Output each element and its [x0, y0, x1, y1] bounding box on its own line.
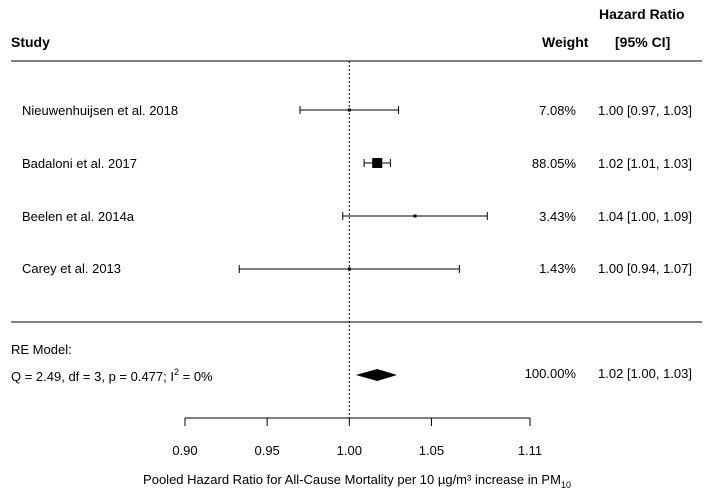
ci-value: 1.00 [0.97, 1.03] — [598, 103, 692, 118]
ci-value: 1.04 [1.00, 1.09] — [598, 209, 692, 224]
study-marks — [238, 106, 488, 381]
study-label: Nieuwenhuijsen et al. 2018 — [22, 103, 178, 118]
x-axis-ticks: 0.90 0.95 1.00 1.05 1.11 — [172, 418, 542, 458]
ci-value: 1.00 [0.94, 1.07] — [598, 261, 692, 276]
heterogeneity-stats: Q = 2.49, df = 3, p = 0.477; I2 = 0% — [11, 367, 213, 384]
weight-value: 1.43% — [539, 261, 576, 276]
summary-label: RE Model: — [11, 342, 72, 357]
ci-column-header: [95% CI] — [615, 34, 670, 50]
summary-diamond — [355, 369, 397, 381]
hazard-ratio-header: Hazard Ratio — [599, 6, 685, 22]
study-point — [372, 158, 383, 168]
study-label: Carey et al. 2013 — [22, 261, 121, 276]
study-label: Badaloni et al. 2017 — [22, 156, 137, 171]
weight-column-header: Weight — [542, 34, 589, 50]
study-column-header: Study — [11, 34, 50, 50]
x-tick-label: 0.95 — [254, 443, 279, 458]
x-tick-label: 1.11 — [518, 443, 542, 458]
x-tick-label: 1.05 — [419, 443, 444, 458]
weight-value: 3.43% — [539, 209, 576, 224]
x-tick-label: 1.00 — [337, 443, 362, 458]
study-label: Beelen et al. 2014a — [22, 209, 135, 224]
x-tick-label: 0.90 — [172, 443, 197, 458]
ci-value: 1.02 [1.01, 1.03] — [598, 156, 692, 171]
summary-weight: 100.00% — [525, 366, 577, 381]
weight-value: 7.08% — [539, 103, 576, 118]
x-axis-label: Pooled Hazard Ratio for All-Cause Mortal… — [143, 472, 571, 490]
summary-ci: 1.02 [1.00, 1.03] — [598, 366, 692, 381]
study-point — [347, 108, 351, 112]
study-point — [413, 214, 417, 218]
weight-value: 88.05% — [532, 156, 577, 171]
study-point — [347, 267, 351, 271]
